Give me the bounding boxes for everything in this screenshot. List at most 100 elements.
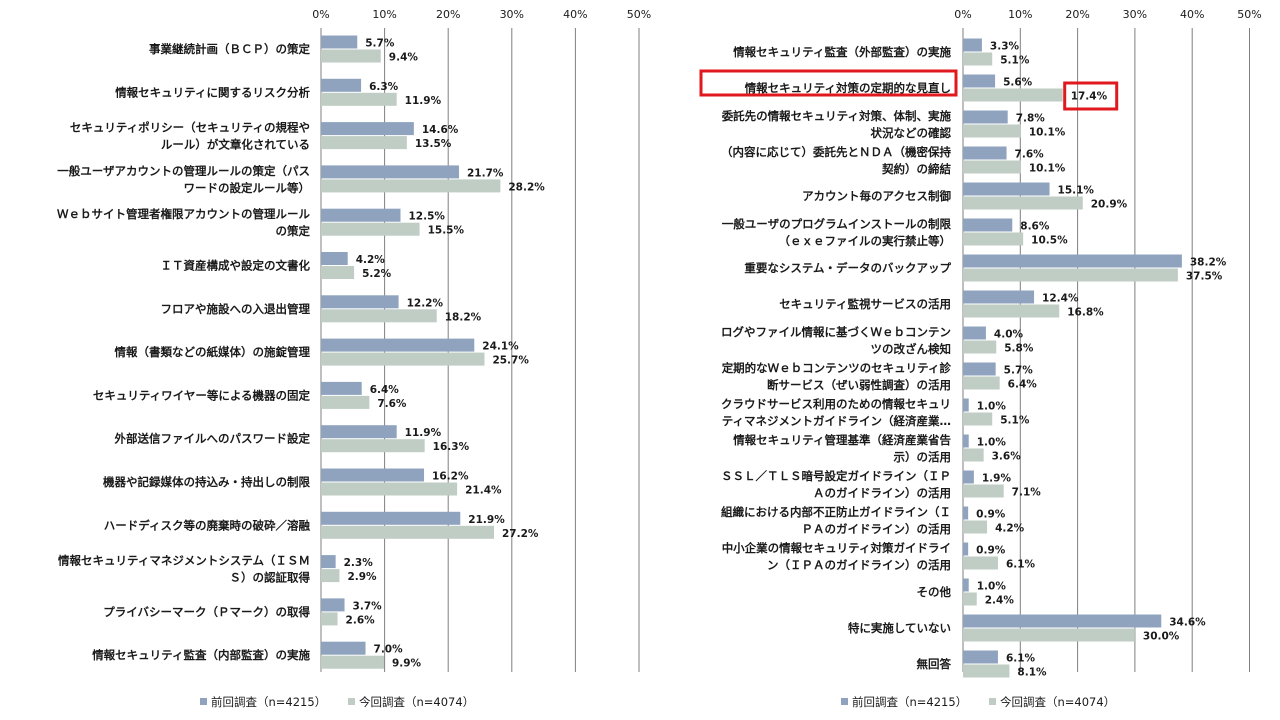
right-data-label-series1: 4.2% <box>995 523 1025 535</box>
right-bar-series1 <box>963 52 993 66</box>
left-legend-label-series1: 今回調査（n=4074） <box>359 695 474 709</box>
right-data-label-series0: 0.9% <box>976 545 1006 557</box>
right-legend-swatch-series1 <box>989 698 996 705</box>
left-category-label: 情報セキュリティマネジメントシステム（ＩＳＭ <box>57 554 310 568</box>
right-data-label-series0: 6.1% <box>1006 653 1036 665</box>
left-data-label-series1: 25.7% <box>492 355 529 367</box>
right-bar-series0 <box>963 470 974 484</box>
left-category-label: ワードの設定ルール等） <box>184 181 311 195</box>
left-bar-series1 <box>321 266 355 279</box>
left-x-tick-label: 50% <box>627 8 651 21</box>
right-category-label: ＳＳＬ／ＴＬＳ暗号設定ガイドライン（ＩＰ <box>721 469 951 483</box>
left-category-label: フロアや施設への入退出管理 <box>161 302 311 316</box>
left-bar-series1 <box>321 136 407 150</box>
left-data-label-series1: 11.9% <box>405 95 442 107</box>
right-data-label-series1: 10.5% <box>1031 235 1068 247</box>
left-data-label-series0: 12.2% <box>407 297 444 309</box>
left-bar-series1 <box>321 49 381 63</box>
left-bar-series1 <box>321 222 420 236</box>
right-data-label-series1: 5.1% <box>1000 55 1030 67</box>
right-bar-series0 <box>963 38 982 52</box>
left-bar-series0 <box>321 208 401 222</box>
right-bar-series0 <box>963 398 969 412</box>
right-data-label-series0: 8.6% <box>1020 221 1050 233</box>
left-category-label: の策定 <box>276 224 311 238</box>
right-data-label-series0: 1.9% <box>982 473 1012 485</box>
right-category-label: （ｅｘｅファイルの実行禁止等） <box>779 234 952 248</box>
right-legend-label-series0: 前回調査（n=4215） <box>852 695 967 709</box>
right-bar-series0 <box>963 74 996 88</box>
left-data-label-series1: 2.6% <box>346 614 376 626</box>
left-bar-series1 <box>321 179 501 193</box>
highlight-category-box <box>699 69 958 97</box>
right-bar-chart: 0% 10% 20% 30% 40% 50% 情報セキュリティ監査（外部監査）の実施 3.3%… <box>699 8 1262 709</box>
left-bar-series1 <box>321 569 340 583</box>
left-bar-series0 <box>321 165 460 179</box>
right-data-label-series0: 38.2% <box>1190 257 1227 269</box>
right-data-label-series1: 17.4% <box>1071 91 1108 103</box>
left-category-label: 情報セキュリティに関するリスク分析 <box>114 85 310 99</box>
left-bar-series1 <box>321 92 397 106</box>
left-category-label: 外部送信ファイルへのパスワード設定 <box>114 432 311 446</box>
right-bar-series1 <box>963 268 1178 282</box>
left-bar-series0 <box>321 252 348 265</box>
right-category-label: 無回答 <box>917 657 952 671</box>
right-x-tick-label: 20% <box>1065 8 1089 21</box>
right-data-label-series1: 10.1% <box>1029 127 1066 139</box>
right-category-label: （内容に応じて）委託先とＮＤＡ（機密保持 <box>721 145 951 159</box>
left-bar-series1 <box>321 525 494 539</box>
right-bar-series1 <box>963 484 1004 498</box>
right-category-label: 委託先の情報セキュリティ対策、体制、実施 <box>721 109 952 123</box>
left-legend-swatch-series0 <box>200 698 207 705</box>
right-category-label: 状況などの確認 <box>871 126 952 140</box>
left-legend-swatch-series1 <box>348 698 355 705</box>
left-bar-series0 <box>321 381 362 395</box>
left-category-label: 事業継続計画（ＢＣＰ）の策定 <box>149 42 310 56</box>
right-data-label-series0: 1.0% <box>977 581 1007 593</box>
right-category-label: Ａのガイドライン）の活用 <box>813 486 951 500</box>
left-data-label-series1: 18.2% <box>445 311 482 323</box>
left-category-label: ＩＴ資産構成や設定の文書化 <box>161 259 311 273</box>
right-bar-series1 <box>963 160 1021 174</box>
right-data-label-series0: 5.6% <box>1003 77 1033 89</box>
right-bar-series0 <box>963 182 1050 196</box>
right-data-label-series0: 5.7% <box>1004 365 1034 377</box>
right-bar-series0 <box>963 542 969 556</box>
right-bar-series1 <box>963 556 998 570</box>
right-bar-series1 <box>963 124 1021 138</box>
right-bar-series1 <box>963 592 977 606</box>
right-bar-series1 <box>963 304 1060 318</box>
left-bar-series1 <box>321 482 458 496</box>
right-data-label-series0: 0.9% <box>976 509 1006 521</box>
left-data-label-series0: 21.7% <box>467 167 504 179</box>
left-data-label-series1: 5.2% <box>362 268 392 280</box>
left-data-label-series0: 12.5% <box>409 211 446 223</box>
right-bar-series0 <box>963 506 969 520</box>
right-data-label-series0: 3.3% <box>990 41 1020 53</box>
right-data-label-series1: 6.4% <box>1008 379 1038 391</box>
left-bar-series1 <box>321 352 485 366</box>
left-category-label: セキュリティポリシー（セキュリティの規程や <box>70 121 310 135</box>
left-data-label-series0: 6.4% <box>370 384 400 396</box>
right-bar-series0 <box>963 434 969 448</box>
right-category-label: 定期的なＷｅｂコンテンツのセキュリティ診 <box>722 361 952 375</box>
left-bar-series0 <box>321 598 345 612</box>
left-legend-label-series0: 前回調査（n=4215） <box>211 695 326 709</box>
right-bar-series0 <box>963 614 1162 628</box>
right-bar-series0 <box>963 650 998 664</box>
right-bar-series0 <box>963 254 1182 268</box>
right-category-label: 断サービス（ぜい弱性調査）の活用 <box>767 378 951 392</box>
left-bar-series0 <box>321 35 358 49</box>
left-bar-series0 <box>321 425 397 439</box>
right-legend-label-series1: 今回調査（n=4074） <box>1000 695 1115 709</box>
right-bar-series0 <box>963 578 969 592</box>
left-bar-series0 <box>321 641 366 655</box>
left-data-label-series0: 6.3% <box>369 81 399 93</box>
right-bar-series1 <box>963 664 1010 678</box>
right-bar-series0 <box>963 362 996 376</box>
right-data-label-series1: 10.1% <box>1029 163 1066 175</box>
right-x-tick-label: 0% <box>954 8 971 21</box>
right-category-label: アカウント毎のアクセス制御 <box>802 189 951 203</box>
left-data-label-series0: 5.7% <box>365 38 395 50</box>
